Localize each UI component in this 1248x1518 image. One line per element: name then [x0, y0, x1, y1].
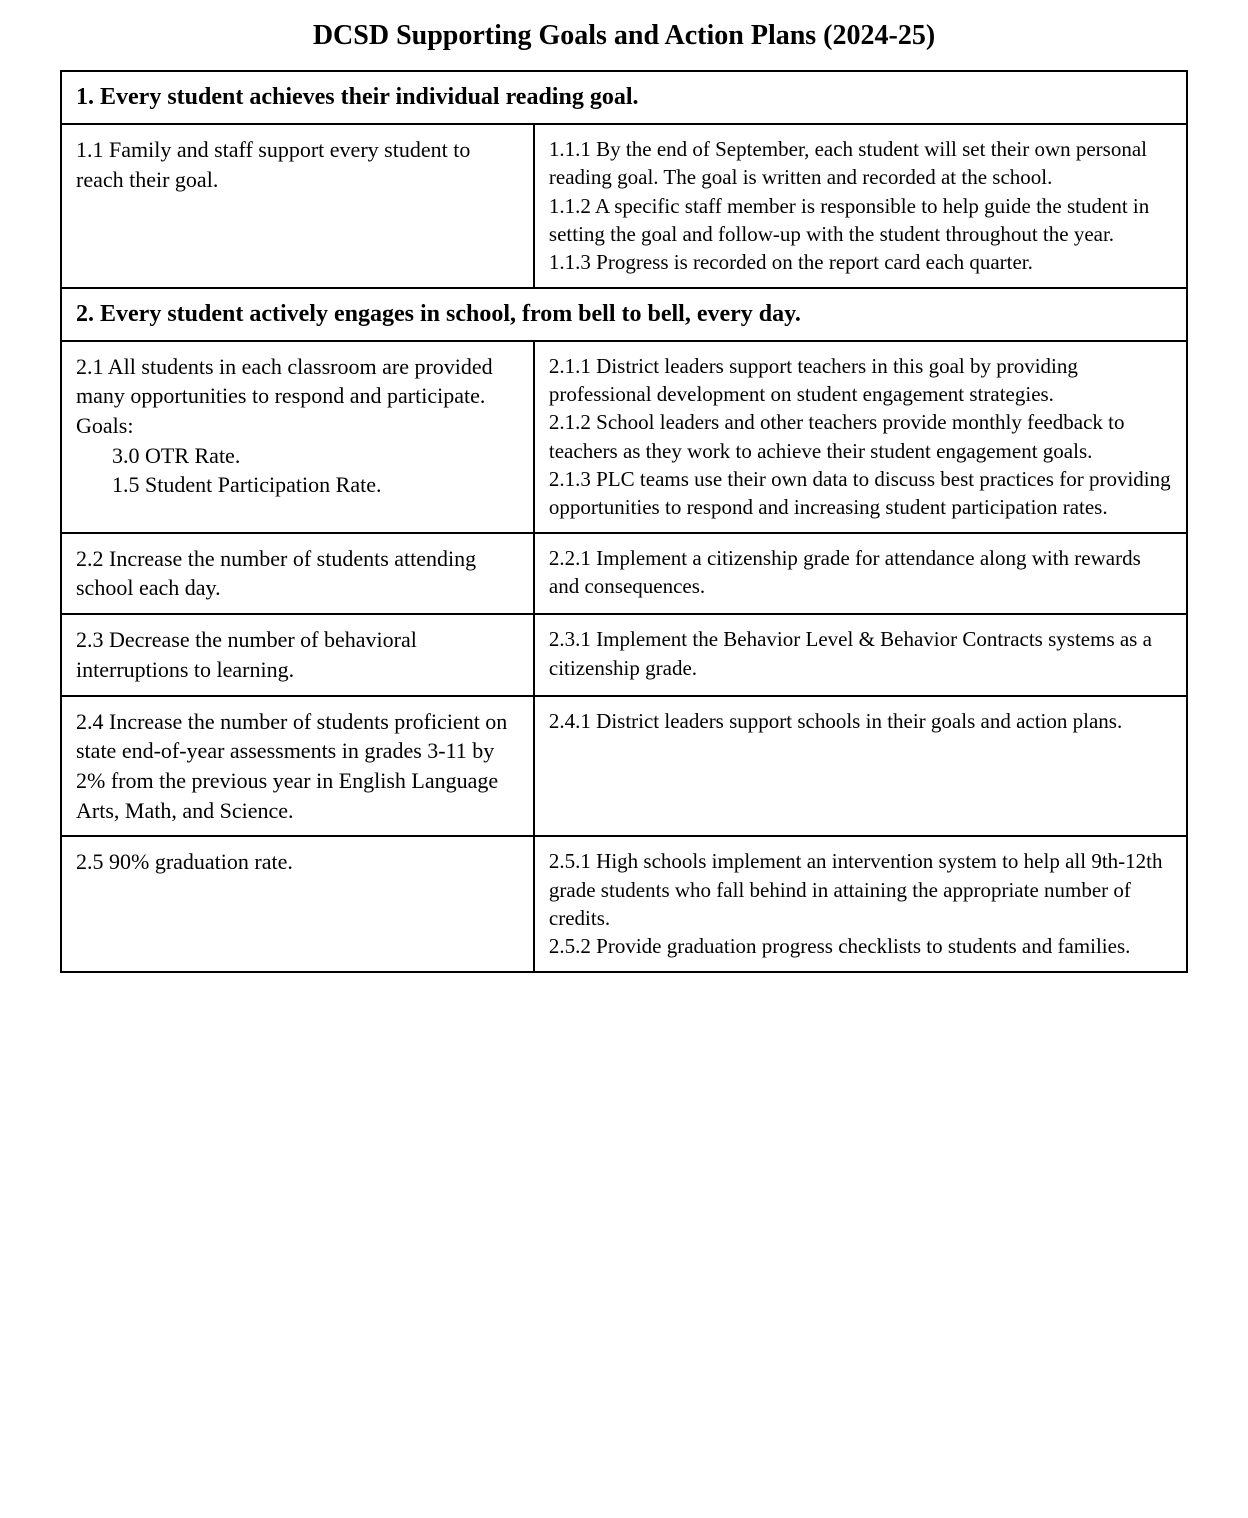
action-line: 1.1.1 By the end of September, each stud… [549, 135, 1172, 192]
table-row: 2.5 90% graduation rate. 2.5.1 High scho… [61, 836, 1187, 971]
table-row: 2.2 Increase the number of students atte… [61, 533, 1187, 614]
table-row: 2.3 Decrease the number of behavioral in… [61, 614, 1187, 695]
goal-line: 2.5 90% graduation rate. [76, 847, 519, 877]
action-line: 2.1.3 PLC teams use their own data to di… [549, 465, 1172, 522]
page-title: DCSD Supporting Goals and Action Plans (… [60, 20, 1188, 52]
table-row: 2.4 Increase the number of students prof… [61, 696, 1187, 837]
goals-table: 1. Every student achieves their individu… [60, 70, 1188, 973]
action-cell: 2.5.1 High schools implement an interven… [534, 836, 1187, 971]
action-line: 2.1.1 District leaders support teachers … [549, 352, 1172, 409]
table-row: 1.1 Family and staff support every stude… [61, 124, 1187, 288]
goal-sub-line: 1.5 Student Participation Rate. [76, 470, 519, 500]
section-heading: 2. Every student actively engages in sch… [61, 288, 1187, 341]
action-line: 1.1.3 Progress is recorded on the report… [549, 248, 1172, 276]
action-cell: 2.3.1 Implement the Behavior Level & Beh… [534, 614, 1187, 695]
goal-cell: 1.1 Family and staff support every stude… [61, 124, 534, 288]
action-cell: 2.4.1 District leaders support schools i… [534, 696, 1187, 837]
goal-line: 2.1 All students in each classroom are p… [76, 352, 519, 441]
table-row: 2.1 All students in each classroom are p… [61, 341, 1187, 533]
goal-line: 1.1 Family and staff support every stude… [76, 135, 519, 194]
goal-cell: 2.3 Decrease the number of behavioral in… [61, 614, 534, 695]
action-line: 2.5.2 Provide graduation progress checkl… [549, 932, 1172, 960]
action-line: 2.5.1 High schools implement an interven… [549, 847, 1172, 932]
goal-line: 2.3 Decrease the number of behavioral in… [76, 625, 519, 684]
action-cell: 1.1.1 By the end of September, each stud… [534, 124, 1187, 288]
goal-cell: 2.4 Increase the number of students prof… [61, 696, 534, 837]
section-heading: 1. Every student achieves their individu… [61, 71, 1187, 124]
action-line: 2.4.1 District leaders support schools i… [549, 707, 1172, 735]
action-line: 2.3.1 Implement the Behavior Level & Beh… [549, 625, 1172, 682]
goal-line: 2.4 Increase the number of students prof… [76, 707, 519, 826]
goal-cell: 2.2 Increase the number of students atte… [61, 533, 534, 614]
goal-line: 2.2 Increase the number of students atte… [76, 544, 519, 603]
action-line: 2.1.2 School leaders and other teachers … [549, 408, 1172, 465]
action-line: 1.1.2 A specific staff member is respons… [549, 192, 1172, 249]
goal-sub-line: 3.0 OTR Rate. [76, 441, 519, 471]
action-cell: 2.2.1 Implement a citizenship grade for … [534, 533, 1187, 614]
action-line: 2.2.1 Implement a citizenship grade for … [549, 544, 1172, 601]
goal-cell: 2.1 All students in each classroom are p… [61, 341, 534, 533]
action-cell: 2.1.1 District leaders support teachers … [534, 341, 1187, 533]
goal-cell: 2.5 90% graduation rate. [61, 836, 534, 971]
